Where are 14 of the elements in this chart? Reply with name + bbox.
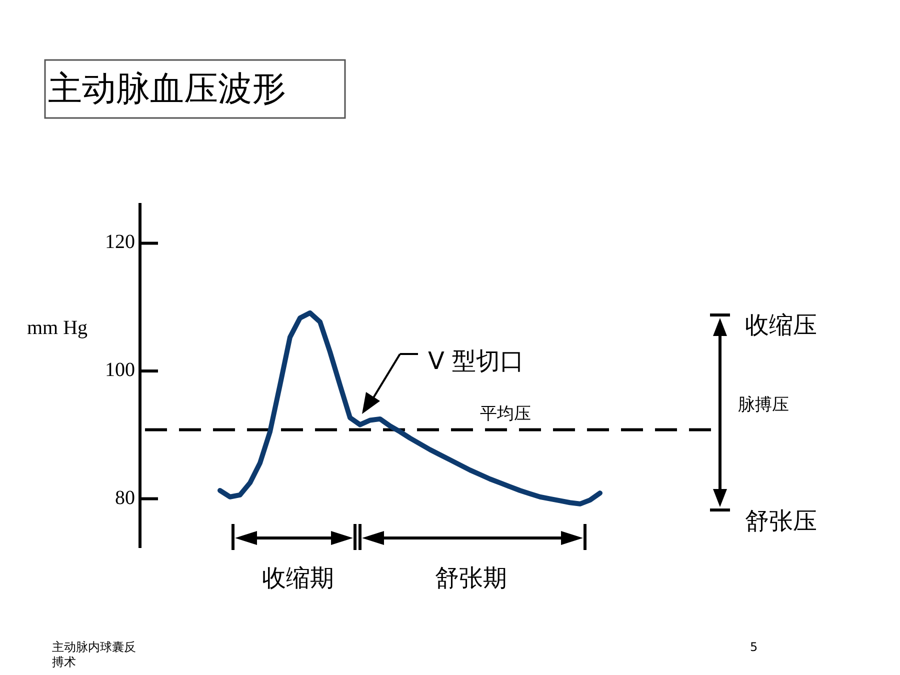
text: 脉搏压: [738, 394, 789, 416]
y-tick-label: 120: [104, 231, 135, 254]
text: 舒张压: [745, 506, 817, 537]
ylabel: mm Hg: [27, 317, 88, 340]
text: 主动脉内球囊反搏术: [52, 640, 137, 670]
text: 收缩期: [262, 563, 334, 594]
ref-line-label: 平均压: [480, 402, 531, 425]
text: 5: [750, 640, 758, 654]
y-tick-label: 80: [114, 486, 135, 510]
text: 收缩压: [745, 310, 817, 341]
annotation: V 型切口: [428, 346, 524, 377]
title: 主动脉血压波形: [48, 68, 286, 111]
text: 舒张期: [435, 563, 507, 594]
y-tick-label: 100: [104, 359, 135, 382]
